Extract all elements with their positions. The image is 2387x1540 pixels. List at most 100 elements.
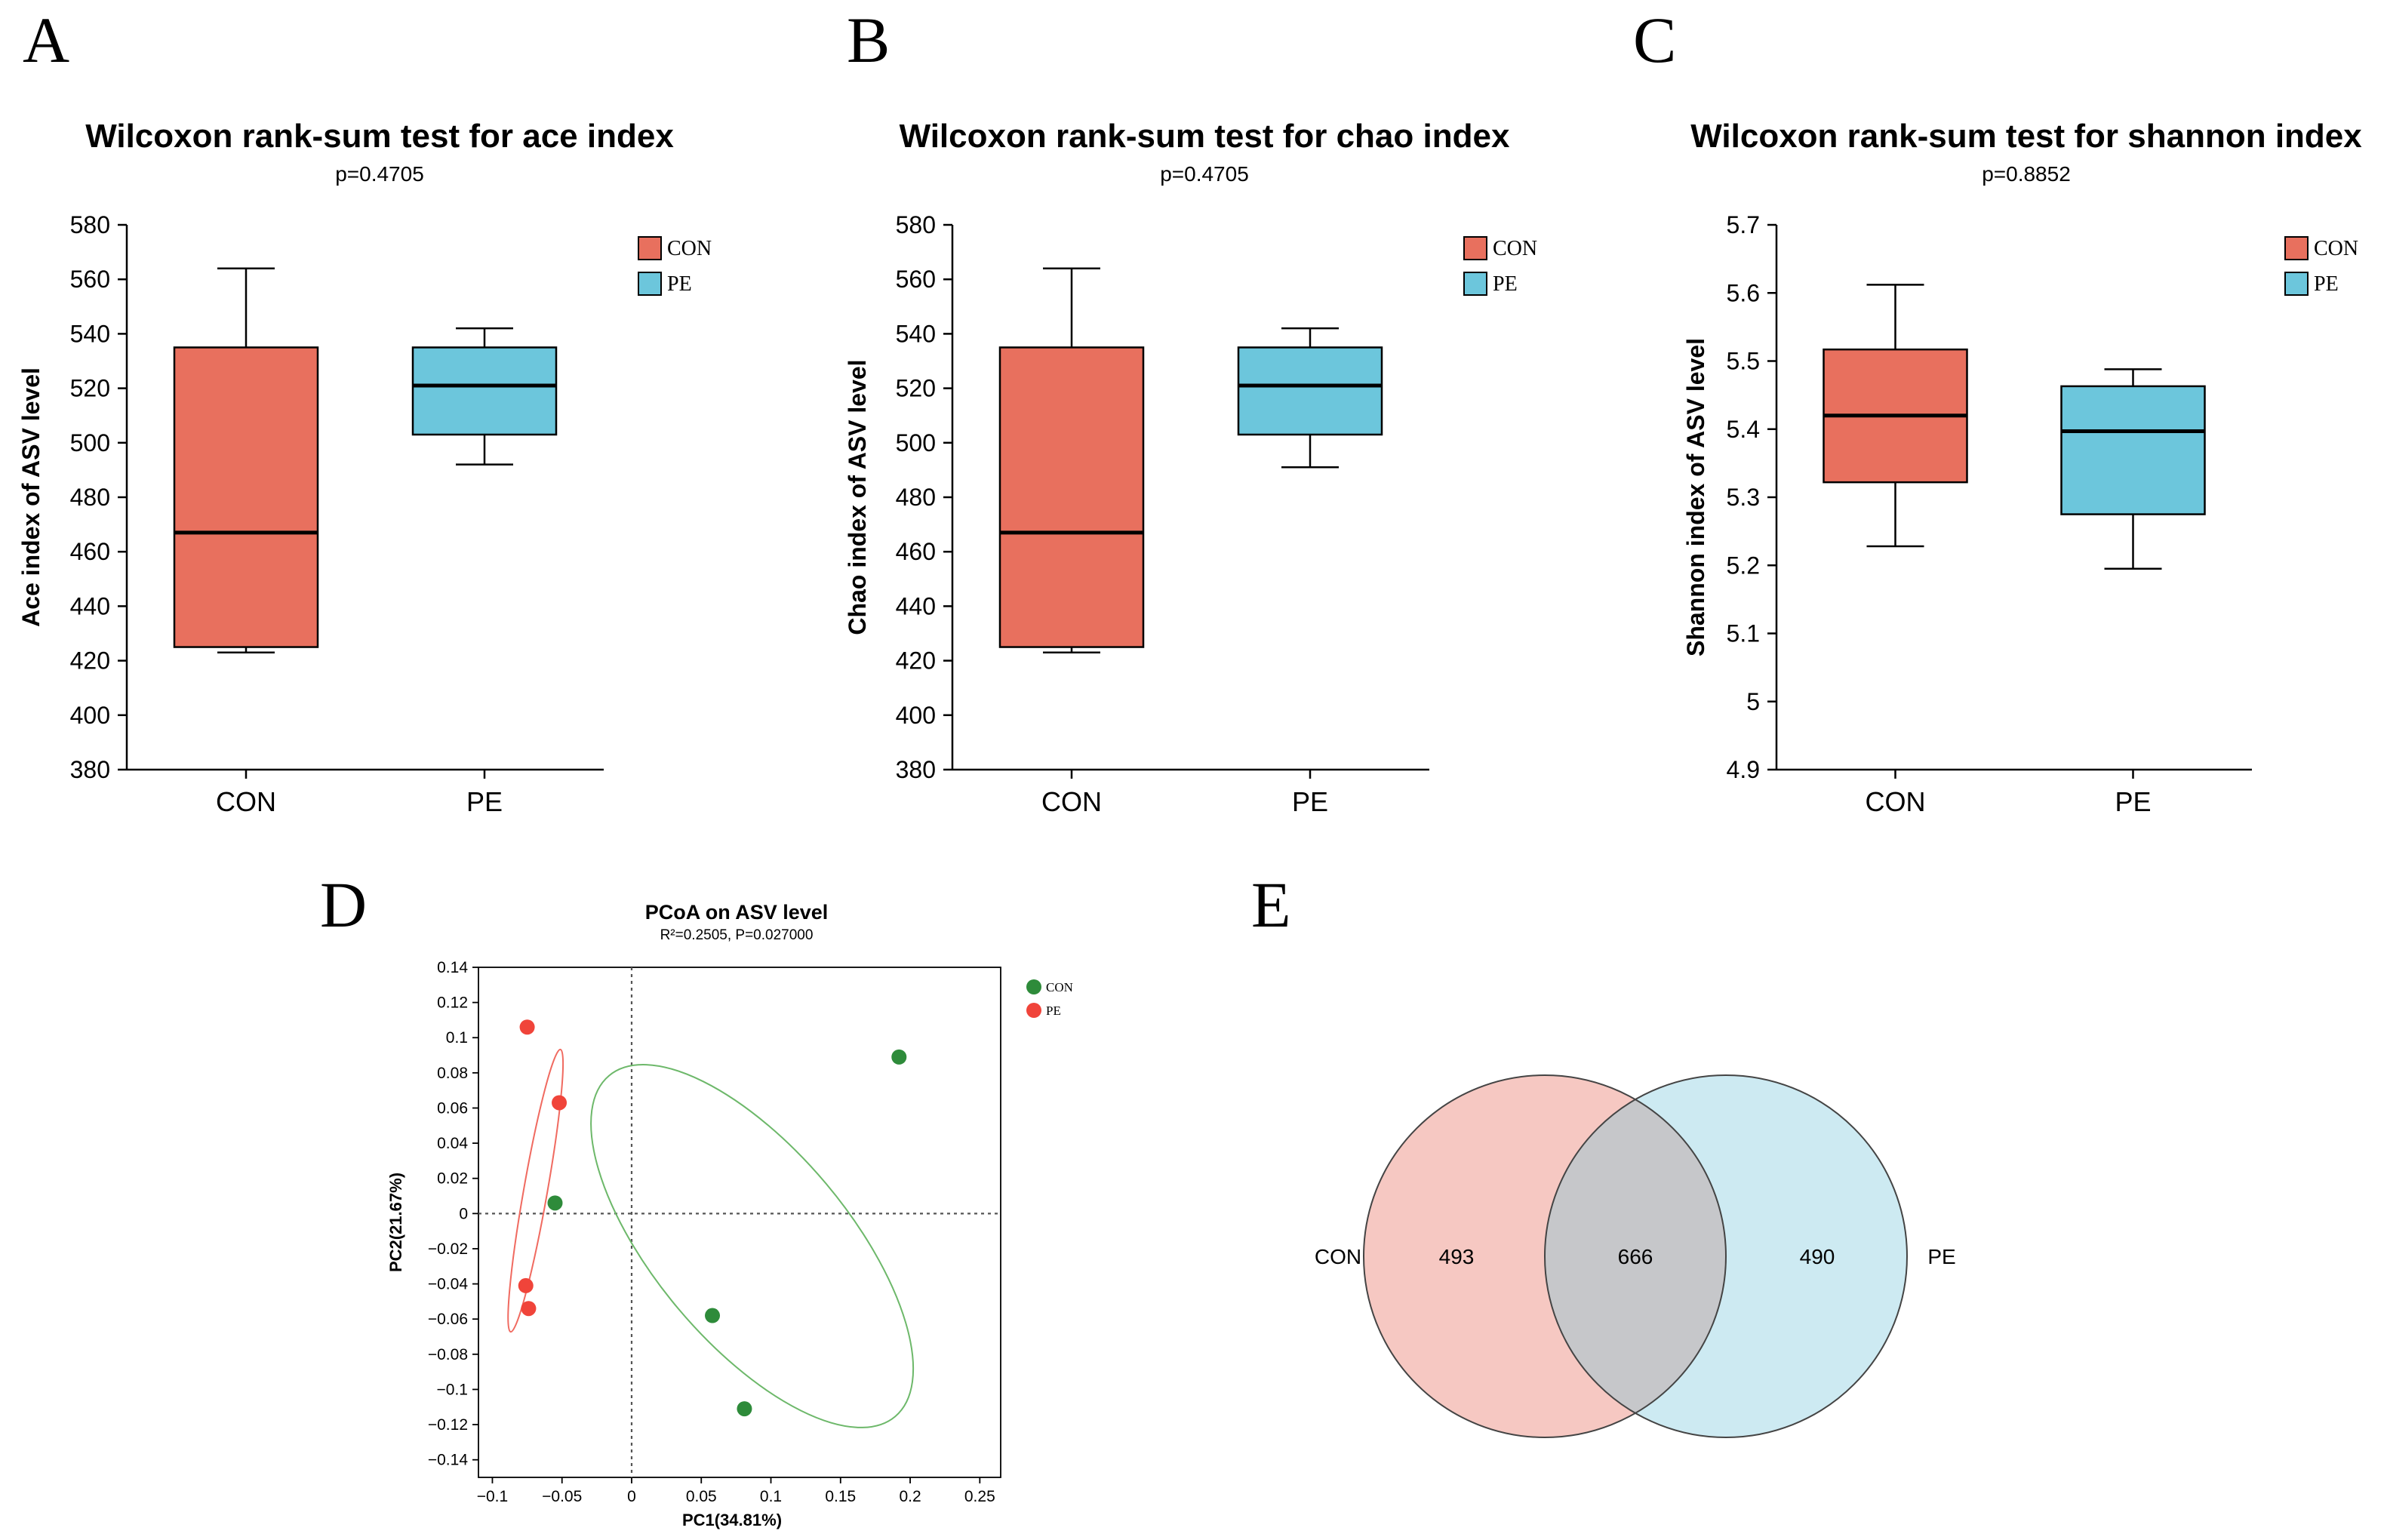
legend-label: PE <box>1493 272 1518 296</box>
confidence-ellipse-pe <box>507 1048 564 1333</box>
y-tick-label: −0.06 <box>428 1311 468 1328</box>
y-axis-label: Ace index of ASV level <box>17 367 45 627</box>
y-tick-label: 0.06 <box>437 1099 468 1117</box>
x-tick-label: 0 <box>627 1488 636 1505</box>
x-tick-label: −0.05 <box>542 1488 582 1505</box>
point-pe <box>521 1301 537 1317</box>
y-tick-label: 420 <box>896 647 936 675</box>
point-con <box>737 1401 752 1417</box>
y-tick-label: 5.4 <box>1727 416 1760 443</box>
p-value-label: p=0.4705 <box>335 162 424 186</box>
y-tick-label: 440 <box>896 592 936 619</box>
x-tick-label: 0.05 <box>686 1488 717 1505</box>
y-tick-label: 420 <box>70 647 110 675</box>
y-tick-label: 5.1 <box>1727 620 1760 647</box>
venn-overlap <box>1545 1099 1726 1413</box>
venn-diagram: CON PE 493 666 490 <box>1315 1074 1956 1438</box>
legend-label: CON <box>667 237 712 260</box>
point-pe <box>518 1277 534 1293</box>
y-tick-label: 540 <box>896 320 936 347</box>
y-axis-label: PC2(21.67%) <box>386 1173 405 1272</box>
legend-swatch-pe <box>2284 272 2309 296</box>
x-category-label: PE <box>1292 786 1328 817</box>
y-tick-label: −0.04 <box>428 1276 468 1293</box>
box-con <box>998 346 1145 648</box>
y-tick-label: 500 <box>70 429 110 456</box>
y-tick-label: 580 <box>896 211 936 238</box>
x-tick-label: 0.15 <box>825 1488 856 1505</box>
venn-outline-con <box>1363 1074 1727 1438</box>
y-tick-label: 400 <box>70 702 110 729</box>
box-pe <box>2060 385 2206 515</box>
box-pe <box>1237 346 1383 436</box>
y-axis-label: Chao index of ASV level <box>844 359 871 635</box>
chart-title: Wilcoxon rank-sum test for shannon index <box>1690 118 2362 155</box>
panel-letter-e: E <box>1251 868 1291 941</box>
legend-swatch-con <box>1463 236 1487 260</box>
venn-count-overlap: 666 <box>1618 1245 1653 1268</box>
x-category-label: CON <box>1866 786 1926 817</box>
y-tick-label: 4.9 <box>1727 756 1760 783</box>
venn-set-label-pe: PE <box>1927 1245 1955 1268</box>
y-tick-label: 0.1 <box>446 1029 468 1047</box>
point-con <box>705 1308 721 1323</box>
y-tick-label: 380 <box>70 756 110 783</box>
y-tick-label: 500 <box>896 429 936 456</box>
p-value-label: p=0.8852 <box>1982 162 2071 186</box>
boxplot-ace: Wilcoxon rank-sum test for ace index p=0.… <box>17 118 712 817</box>
pcoa-title: PCoA on ASV level <box>645 901 829 924</box>
y-tick-label: 0.14 <box>437 959 468 976</box>
x-tick-label: −0.1 <box>477 1488 508 1505</box>
y-tick-label: 5.5 <box>1727 348 1760 375</box>
venn-set-label-con: CON <box>1315 1245 1361 1268</box>
x-category-label: CON <box>1041 786 1102 817</box>
legend-swatch-con <box>2284 236 2309 260</box>
y-tick-label: 560 <box>896 266 936 293</box>
y-tick-label: −0.12 <box>428 1416 468 1434</box>
y-tick-label: 5.7 <box>1727 211 1760 238</box>
legend-label: CON <box>1493 237 1537 260</box>
y-tick-label: 0 <box>459 1205 468 1222</box>
y-tick-label: −0.14 <box>428 1452 468 1469</box>
legend-label: CON <box>2314 237 2358 260</box>
venn-outline-pe <box>1544 1074 1908 1438</box>
legend-label: CON <box>1046 980 1073 994</box>
venn-count-pe-only: 490 <box>1800 1245 1835 1268</box>
point-con <box>891 1049 907 1065</box>
y-tick-label: 520 <box>896 375 936 402</box>
y-tick-label: 400 <box>896 702 936 729</box>
y-axis-label: Shannon index of ASV level <box>1682 338 1709 656</box>
point-pe <box>552 1095 568 1111</box>
y-tick-label: 460 <box>70 538 110 565</box>
y-tick-label: −0.08 <box>428 1346 468 1363</box>
panel-letter-a: A <box>23 4 69 76</box>
y-tick-label: 5.2 <box>1727 552 1760 579</box>
legend-label: PE <box>2314 272 2339 296</box>
y-tick-label: 480 <box>896 484 936 511</box>
y-tick-label: 0.12 <box>437 994 468 1012</box>
y-tick-label: 540 <box>70 320 110 347</box>
legend-swatch-con <box>638 236 662 260</box>
point-pe <box>519 1019 535 1035</box>
panel-letter-d: D <box>320 868 367 941</box>
y-tick-label: 380 <box>896 756 936 783</box>
legend-swatch-pe <box>1463 272 1487 296</box>
point-con <box>547 1195 563 1211</box>
legend-label: PE <box>1046 1004 1061 1018</box>
y-tick-label: 440 <box>70 592 110 619</box>
y-tick-label: 5.3 <box>1727 484 1760 511</box>
y-tick-label: 0.04 <box>437 1135 468 1152</box>
y-tick-label: 580 <box>70 211 110 238</box>
legend-swatch-pe <box>638 272 662 296</box>
legend-marker-pe <box>1026 1003 1041 1018</box>
y-tick-label: 5 <box>1746 688 1760 715</box>
y-tick-label: 0.08 <box>437 1065 468 1082</box>
panel-letter-b: B <box>847 4 890 76</box>
legend-label: PE <box>667 272 692 296</box>
x-category-label: CON <box>216 786 276 817</box>
pcoa-frame <box>478 967 1001 1478</box>
y-tick-label: 560 <box>70 266 110 293</box>
boxplot-shannon: Wilcoxon rank-sum test for shannon index… <box>1682 118 2362 817</box>
pcoa-plot: PCoA on ASV level R²=0.2505, P=0.027000 −0… <box>386 901 1073 1529</box>
